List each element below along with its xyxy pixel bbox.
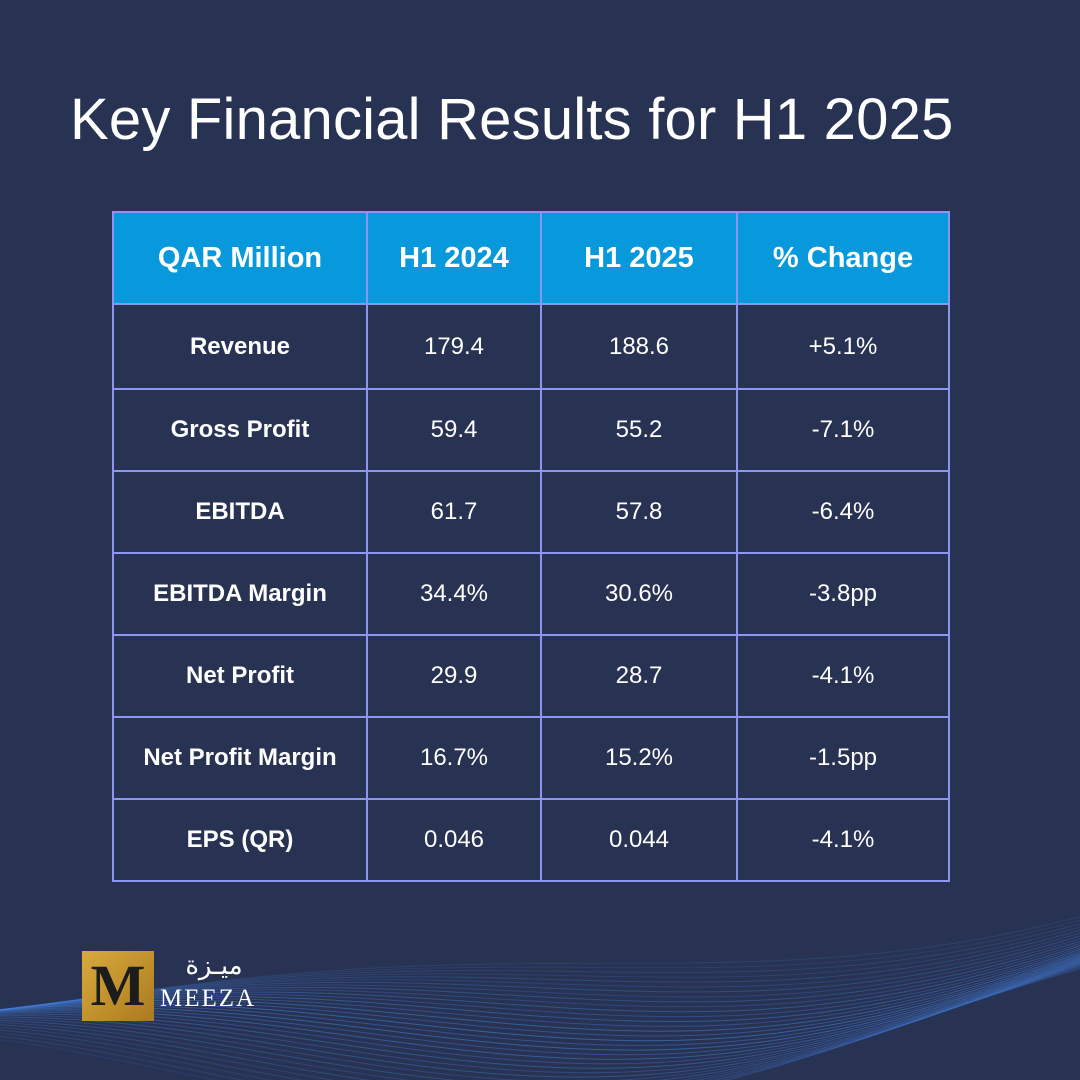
financial-results-table: QAR Million H1 2024 H1 2025 % Change Rev…: [112, 211, 950, 882]
wave-line: [0, 955, 1080, 1042]
row-percent-change: +5.1%: [736, 303, 950, 390]
wave-line: [0, 953, 1080, 1037]
row-h1-2025-value: 188.6: [540, 303, 738, 390]
row-h1-2024-value: 34.4%: [366, 552, 542, 636]
table-row: EPS (QR) 0.046 0.044 -4.1%: [112, 798, 950, 882]
row-h1-2024-value: 16.7%: [366, 716, 542, 800]
wave-line: [0, 964, 1080, 1080]
wave-line: [0, 929, 1080, 1011]
wave-line: [0, 919, 1080, 1011]
wave-line: [0, 967, 1080, 1080]
wave-line: [0, 958, 1080, 1056]
wave-line: [0, 949, 1080, 1023]
brand-name-latin: MEEZA: [160, 985, 257, 1012]
wave-line: [0, 961, 1080, 1074]
header-percent-change: % Change: [736, 211, 950, 305]
table-row: EBITDA Margin 34.4% 30.6% -3.8pp: [112, 552, 950, 636]
row-h1-2025-value: 28.7: [540, 634, 738, 718]
logo-letter: M: [90, 953, 146, 1018]
wave-line: [0, 916, 1080, 1011]
wave-line: [0, 923, 1080, 1011]
decorative-wave-lines: [0, 916, 1080, 1080]
table-row: Net Profit 29.9 28.7 -4.1%: [112, 634, 950, 718]
row-h1-2025-value: 15.2%: [540, 716, 738, 800]
row-metric-label: Net Profit: [112, 634, 368, 718]
row-metric-label: EBITDA: [112, 470, 368, 554]
row-h1-2025-value: 0.044: [540, 798, 738, 882]
wave-line: [0, 952, 1080, 1032]
row-h1-2025-value: 57.8: [540, 470, 738, 554]
row-percent-change: -3.8pp: [736, 552, 950, 636]
row-h1-2024-value: 0.046: [366, 798, 542, 882]
wave-line: [0, 965, 1080, 1080]
wave-line: [0, 967, 1080, 1080]
row-percent-change: -1.5pp: [736, 716, 950, 800]
row-h1-2024-value: 29.9: [366, 634, 542, 718]
row-metric-label: Net Profit Margin: [112, 716, 368, 800]
wave-line: [0, 969, 1080, 1080]
row-h1-2024-value: 179.4: [366, 303, 542, 390]
wave-line: [0, 950, 1080, 1027]
wave-line: [0, 963, 1080, 1080]
header-h1-2025: H1 2025: [540, 211, 738, 305]
wave-line: [0, 956, 1080, 1046]
table-row: Net Profit Margin 16.7% 15.2% -1.5pp: [112, 716, 950, 800]
wave-line: [0, 962, 1080, 1080]
wave-line: [0, 947, 1080, 1018]
row-h1-2025-value: 55.2: [540, 388, 738, 472]
wave-line: [0, 957, 1080, 1051]
brand-name-arabic: ميـزة: [185, 951, 243, 981]
wave-line: [0, 966, 1080, 1080]
row-h1-2024-value: 61.7: [366, 470, 542, 554]
row-percent-change: -4.1%: [736, 634, 950, 718]
table-header-row: QAR Million H1 2024 H1 2025 % Change: [112, 211, 950, 305]
row-metric-label: Revenue: [112, 303, 368, 390]
header-h1-2024: H1 2024: [366, 211, 542, 305]
row-percent-change: -4.1%: [736, 798, 950, 882]
row-metric-label: EPS (QR): [112, 798, 368, 882]
wave-line: [0, 935, 1080, 1011]
row-h1-2025-value: 30.6%: [540, 552, 738, 636]
wave-line: [0, 938, 1080, 1011]
meeza-logo: M: [82, 951, 154, 1021]
row-h1-2024-value: 59.4: [366, 388, 542, 472]
wave-line: [0, 943, 1080, 1011]
header-metric: QAR Million: [112, 211, 368, 305]
row-metric-label: Gross Profit: [112, 388, 368, 472]
wave-line: [0, 959, 1080, 1065]
page-title: Key Financial Results for H1 2025: [70, 87, 954, 152]
wave-line: [0, 945, 1080, 1013]
table-row: Revenue 179.4 188.6 +5.1%: [112, 303, 950, 390]
row-percent-change: -7.1%: [736, 388, 950, 472]
row-metric-label: EBITDA Margin: [112, 552, 368, 636]
table-row: EBITDA 61.7 57.8 -6.4%: [112, 470, 950, 554]
wave-line: [0, 962, 1080, 1078]
wave-line: [0, 963, 1080, 1080]
wave-line: [0, 932, 1080, 1011]
wave-line: [0, 940, 1080, 1011]
table-row: Gross Profit 59.4 55.2 -7.1%: [112, 388, 950, 472]
wave-line: [0, 926, 1080, 1011]
row-percent-change: -6.4%: [736, 470, 950, 554]
wave-line: [0, 960, 1080, 1069]
wave-line: [0, 959, 1080, 1060]
